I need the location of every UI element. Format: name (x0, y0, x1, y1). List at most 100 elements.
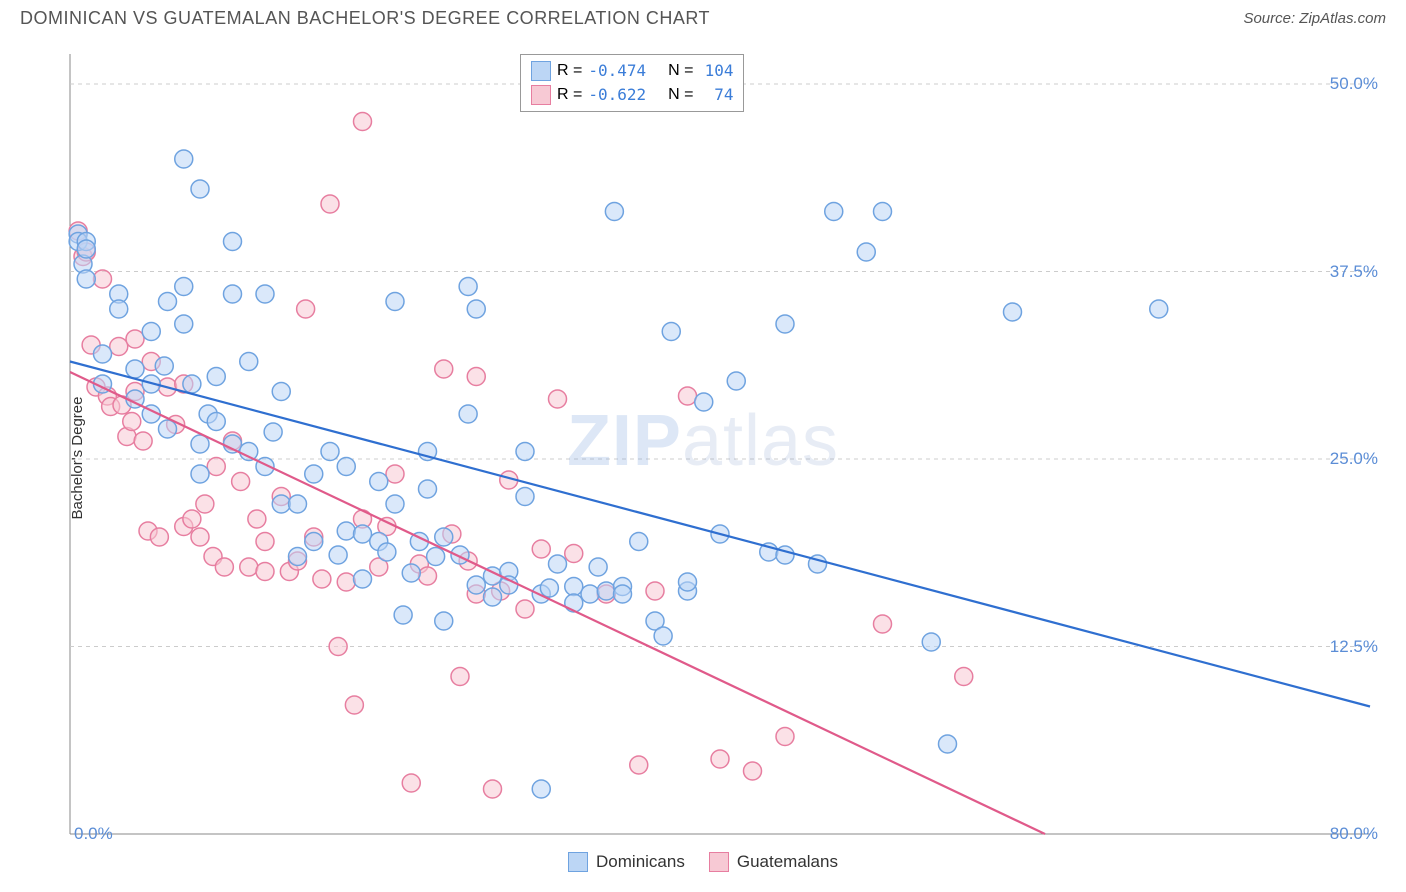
data-point (256, 285, 274, 303)
data-point (329, 546, 347, 564)
data-point (175, 278, 193, 296)
data-point (386, 465, 404, 483)
data-point (516, 488, 534, 506)
x-tick-left: 0.0% (74, 824, 113, 844)
legend-n-label: N = (668, 59, 693, 83)
data-point (370, 473, 388, 491)
data-point (329, 638, 347, 656)
legend-row: R =-0.622N =74 (531, 83, 733, 107)
data-point (337, 458, 355, 476)
data-point (337, 573, 355, 591)
data-point (297, 300, 315, 318)
correlation-legend: R =-0.474 N =104R =-0.622N =74 (520, 54, 744, 112)
data-point (630, 756, 648, 774)
data-point (313, 570, 331, 588)
legend-r-label: R = (557, 59, 582, 83)
data-point (532, 780, 550, 798)
data-point (183, 375, 201, 393)
data-point (467, 368, 485, 386)
source-label: Source: ZipAtlas.com (1243, 10, 1386, 27)
data-point (679, 573, 697, 591)
data-point (402, 774, 420, 792)
data-point (459, 278, 477, 296)
data-point (630, 533, 648, 551)
data-point (110, 338, 128, 356)
data-point (386, 293, 404, 311)
data-point (256, 533, 274, 551)
data-point (159, 293, 177, 311)
data-point (77, 270, 95, 288)
data-point (955, 668, 973, 686)
data-point (1150, 300, 1168, 318)
data-point (183, 510, 201, 528)
data-point (354, 570, 372, 588)
data-point (484, 588, 502, 606)
data-point (175, 315, 193, 333)
data-point (110, 300, 128, 318)
data-point (451, 668, 469, 686)
legend-swatch (709, 852, 729, 872)
data-point (240, 558, 258, 576)
data-point (248, 510, 266, 528)
legend-r-label: R = (557, 83, 582, 107)
data-point (435, 612, 453, 630)
legend-n-value: 74 (699, 83, 733, 107)
data-point (150, 528, 168, 546)
data-point (289, 495, 307, 513)
y-tick: 37.5% (1330, 262, 1378, 282)
data-point (654, 627, 672, 645)
data-point (142, 323, 160, 341)
chart-area: Bachelor's Degree ZIPatlas R =-0.474N =1… (20, 44, 1386, 872)
data-point (224, 435, 242, 453)
data-point (289, 548, 307, 566)
data-point (354, 525, 372, 543)
data-point (565, 545, 583, 563)
legend-r-value: -0.474 (588, 59, 646, 83)
data-point (191, 180, 209, 198)
data-point (126, 330, 144, 348)
data-point (134, 432, 152, 450)
data-point (565, 594, 583, 612)
data-point (744, 762, 762, 780)
data-point (825, 203, 843, 221)
data-point (874, 615, 892, 633)
data-point (126, 360, 144, 378)
data-point (1004, 303, 1022, 321)
data-point (646, 582, 664, 600)
data-point (427, 548, 445, 566)
legend-n-value: 104 (699, 59, 733, 83)
series-legend-item: Guatemalans (709, 852, 838, 872)
data-point (565, 578, 583, 596)
y-tick: 12.5% (1330, 637, 1378, 657)
data-point (516, 600, 534, 618)
data-point (94, 270, 112, 288)
data-point (207, 368, 225, 386)
data-point (776, 728, 794, 746)
data-point (94, 345, 112, 363)
data-point (939, 735, 957, 753)
data-point (378, 543, 396, 561)
data-point (549, 390, 567, 408)
data-point (516, 443, 534, 461)
data-point (394, 606, 412, 624)
data-point (549, 555, 567, 573)
data-point (354, 113, 372, 131)
data-point (77, 240, 95, 258)
data-point (215, 558, 233, 576)
data-point (419, 567, 437, 585)
series-legend-item: Dominicans (568, 852, 685, 872)
y-tick: 50.0% (1330, 74, 1378, 94)
data-point (321, 443, 339, 461)
data-point (321, 195, 339, 213)
data-point (614, 585, 632, 603)
data-point (459, 405, 477, 423)
data-point (207, 458, 225, 476)
data-point (874, 203, 892, 221)
data-point (727, 372, 745, 390)
data-point (467, 576, 485, 594)
legend-swatch (531, 61, 551, 81)
data-point (224, 285, 242, 303)
data-point (532, 540, 550, 558)
legend-row: R =-0.474 N =104 (531, 59, 733, 83)
data-point (159, 420, 177, 438)
